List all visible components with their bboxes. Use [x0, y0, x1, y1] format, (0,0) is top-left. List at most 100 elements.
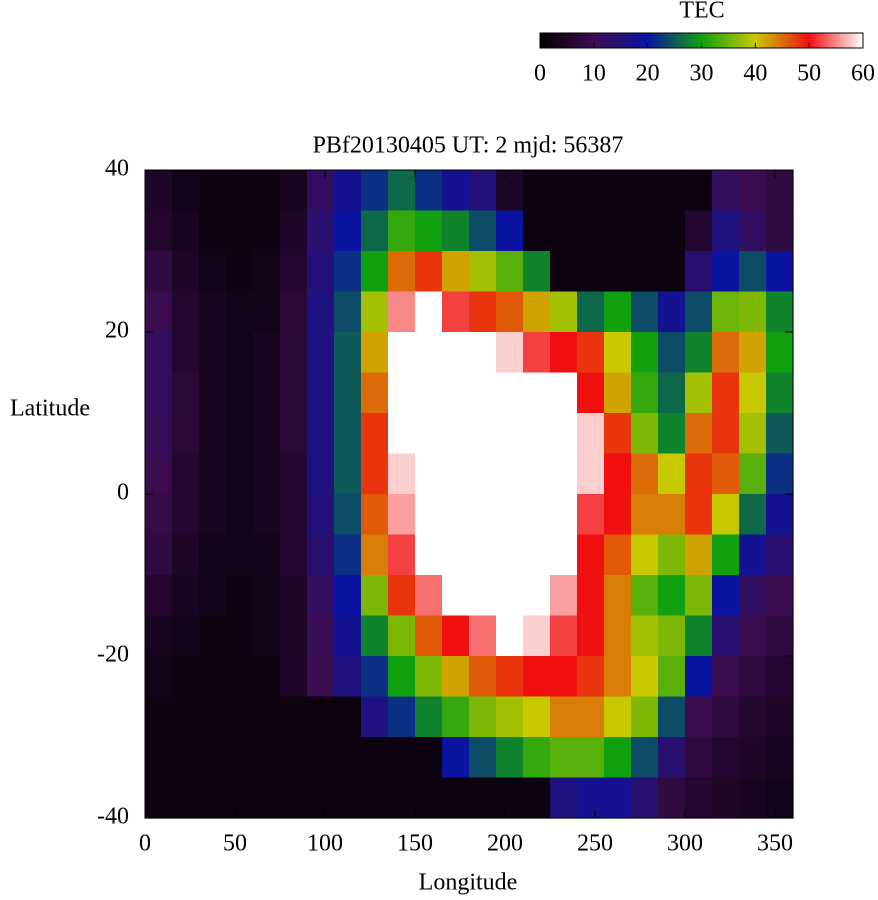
heatmap-cell	[469, 372, 497, 414]
heatmap-cell	[145, 170, 173, 212]
heatmap-cell	[496, 696, 524, 738]
heatmap-cell	[550, 696, 578, 738]
heatmap-cell	[523, 413, 551, 455]
heatmap-cell	[361, 332, 389, 374]
heatmap-cell	[577, 332, 605, 374]
heatmap-cell	[442, 210, 470, 252]
heatmap-cell	[631, 696, 659, 738]
heatmap-cell	[631, 332, 659, 374]
heatmap-cell	[469, 291, 497, 333]
heatmap-cell	[415, 615, 443, 657]
heatmap-cell	[415, 777, 443, 819]
heatmap-cell	[334, 494, 362, 536]
heatmap-cell	[469, 696, 497, 738]
heatmap-cell	[253, 413, 281, 455]
heatmap-cell	[469, 737, 497, 779]
colorbar-tick-label: 40	[743, 61, 767, 87]
heatmap-cell	[685, 696, 713, 738]
heatmap-cell	[766, 372, 794, 414]
heatmap-cell	[388, 332, 416, 374]
heatmap-cell	[685, 737, 713, 779]
heatmap-cell	[226, 332, 254, 374]
heatmap-cell	[415, 210, 443, 252]
heatmap-cell	[523, 372, 551, 414]
heatmap-cell	[577, 372, 605, 414]
heatmap-cell	[712, 777, 740, 819]
heatmap-cell	[253, 777, 281, 819]
heatmap-cell	[172, 575, 200, 617]
heatmap-cell	[658, 534, 686, 576]
heatmap-cell	[523, 332, 551, 374]
heatmap-cell	[577, 291, 605, 333]
heatmap-cell	[496, 453, 524, 495]
heatmap-cell	[334, 534, 362, 576]
y-tick-label: 20	[105, 318, 129, 344]
heatmap-cell	[145, 494, 173, 536]
heatmap-cell	[280, 777, 308, 819]
heatmap-cell	[280, 413, 308, 455]
heatmap-cell	[253, 615, 281, 657]
heatmap-cell	[496, 777, 524, 819]
heatmap-cell	[631, 615, 659, 657]
heatmap-cell	[685, 210, 713, 252]
heatmap-cell	[388, 777, 416, 819]
heatmap-cell	[604, 453, 632, 495]
heatmap-cell	[631, 210, 659, 252]
heatmap-cell	[658, 291, 686, 333]
heatmap-cell	[712, 210, 740, 252]
heatmap-cell	[253, 534, 281, 576]
heatmap-cell	[226, 575, 254, 617]
heatmap-cell	[172, 615, 200, 657]
heatmap-cell	[739, 372, 767, 414]
heatmap-cell	[388, 575, 416, 617]
y-tick-label: 0	[117, 480, 129, 506]
heatmap-cell	[361, 413, 389, 455]
heatmap-cell	[577, 777, 605, 819]
heatmap-cell	[253, 170, 281, 212]
heatmap-cell	[685, 170, 713, 212]
heatmap-cell	[334, 656, 362, 698]
heatmap-cell	[172, 494, 200, 536]
heatmap-cell	[334, 615, 362, 657]
heatmap-cell	[442, 696, 470, 738]
chart-title: PBf20130405 UT: 2 mjd: 56387	[313, 133, 624, 159]
heatmap-cell	[712, 656, 740, 698]
heatmap-cell	[145, 332, 173, 374]
colorbar-tick-label: 20	[636, 61, 660, 87]
heatmap-cell	[685, 332, 713, 374]
heatmap-cell	[280, 534, 308, 576]
heatmap-cell	[496, 575, 524, 617]
heatmap-cell	[442, 534, 470, 576]
y-tick-label: -40	[97, 804, 129, 830]
heatmap-cell	[145, 656, 173, 698]
heatmap-cell	[172, 737, 200, 779]
heatmap-cell	[550, 332, 578, 374]
heatmap-cell	[388, 291, 416, 333]
heatmap-cell	[280, 291, 308, 333]
heatmap-cell	[766, 413, 794, 455]
heatmap-cell	[145, 696, 173, 738]
heatmap-cell	[577, 210, 605, 252]
heatmap-cell	[307, 372, 335, 414]
heatmap-cell	[658, 251, 686, 293]
heatmap-cell	[766, 332, 794, 374]
heatmap-cell	[550, 251, 578, 293]
heatmap-cell	[604, 332, 632, 374]
heatmap-cell	[388, 210, 416, 252]
heatmap-cell	[739, 494, 767, 536]
heatmap-cell	[442, 656, 470, 698]
heatmap-cell	[280, 372, 308, 414]
heatmap-cell	[766, 494, 794, 536]
heatmap-cell	[253, 696, 281, 738]
heatmap-cell	[469, 534, 497, 576]
heatmap-cell	[145, 453, 173, 495]
heatmap-cell	[253, 251, 281, 293]
heatmap-cell	[469, 453, 497, 495]
heatmap-cell	[550, 291, 578, 333]
heatmap-cell	[226, 656, 254, 698]
heatmap-cell	[199, 494, 227, 536]
heatmap-cell	[469, 251, 497, 293]
heatmap-cell	[307, 251, 335, 293]
heatmap-cell	[226, 170, 254, 212]
heatmap-cell	[496, 413, 524, 455]
